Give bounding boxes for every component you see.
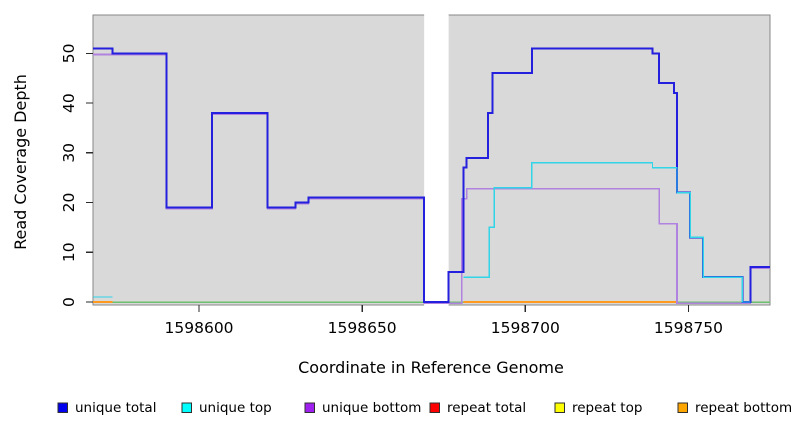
legend-item-repeat-bottom: repeat bottom bbox=[677, 400, 792, 416]
legend-label-unique-top: unique top bbox=[199, 400, 272, 416]
y-tick-label: 30 bbox=[60, 143, 78, 163]
legend-swatch-unique-total bbox=[57, 402, 68, 413]
legend-swatch-unique-top bbox=[181, 402, 192, 413]
legend-swatch-repeat-top bbox=[554, 402, 565, 413]
legend-item-repeat-total: repeat total bbox=[429, 400, 526, 416]
legend-swatch-repeat-bottom bbox=[677, 402, 688, 413]
x-tick-label: 1598700 bbox=[491, 319, 560, 337]
legend-label-repeat-bottom: repeat bottom bbox=[695, 400, 792, 416]
y-tick-label: 40 bbox=[60, 93, 78, 113]
legend-item-repeat-top: repeat top bbox=[554, 400, 642, 416]
legend-label-unique-total: unique total bbox=[75, 400, 156, 416]
series-line-unique-top-1 bbox=[463, 162, 751, 303]
series-layer bbox=[93, 47, 770, 305]
y-tick-label: 10 bbox=[60, 242, 78, 262]
legend-label-repeat-top: repeat top bbox=[572, 400, 642, 416]
x-tick-label: 1598650 bbox=[328, 319, 397, 337]
legend-item-unique-top: unique top bbox=[181, 400, 272, 416]
y-tick-label: 20 bbox=[60, 193, 78, 213]
legend-swatch-unique-bottom bbox=[304, 402, 315, 413]
y-tick-label: 0 bbox=[60, 297, 78, 307]
legend-swatch-repeat-total bbox=[429, 402, 440, 413]
y-axis-title: Read Coverage Depth bbox=[11, 74, 30, 250]
y-tick-label: 50 bbox=[60, 43, 78, 63]
x-axis-title: Coordinate in Reference Genome bbox=[298, 358, 564, 377]
legend: unique total unique top unique bottom repea… bbox=[57, 400, 792, 416]
plot-panel-layer bbox=[92, 14, 771, 306]
x-tick-label: 1598750 bbox=[654, 319, 723, 337]
axis-layer: 1598600 1598650 1598700 1598750 0 10 20 30 40 50 bbox=[60, 43, 723, 337]
legend-item-unique-bottom: unique bottom bbox=[304, 400, 421, 416]
coverage-gap-band bbox=[424, 14, 449, 306]
legend-label-repeat-total: repeat total bbox=[447, 400, 526, 416]
legend-label-unique-bottom: unique bottom bbox=[322, 400, 421, 416]
legend-item-unique-total: unique total bbox=[57, 400, 156, 416]
x-tick-label: 1598600 bbox=[165, 319, 234, 337]
